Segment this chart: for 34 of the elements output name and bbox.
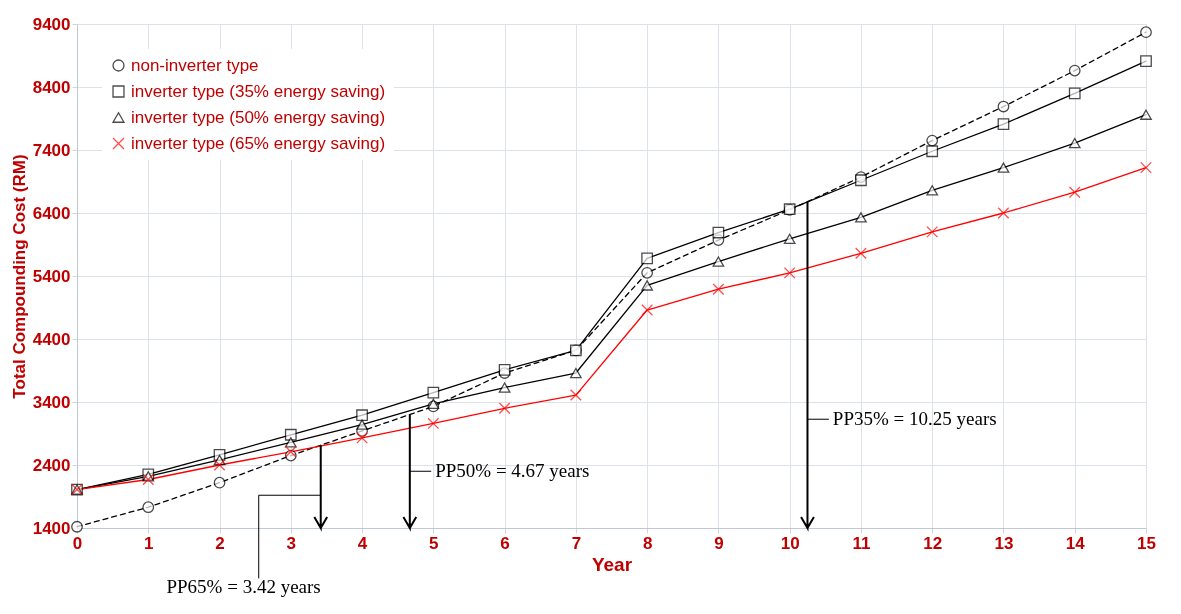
x-tick-label: 15: [1137, 533, 1156, 553]
x-tick-label: 7: [571, 533, 582, 553]
x-tick-label: 13: [994, 533, 1014, 553]
x-tick-label: 3: [286, 533, 297, 553]
legend-label: inverter type (35% energy saving): [131, 81, 386, 101]
y-tick-label: 6400: [32, 203, 71, 223]
x-tick-label: 12: [923, 533, 943, 553]
y-tick-label: 9400: [32, 14, 71, 34]
x-tick-label: 6: [500, 533, 510, 553]
ref-line-label: PP35% = 10.25 years: [832, 408, 997, 430]
y-tick-label: 2400: [32, 455, 71, 475]
x-axis-title: Year: [591, 553, 633, 575]
x-tick-label: 2: [215, 533, 225, 553]
legend-label: non-inverter type: [131, 55, 259, 75]
ref-line-label: PP50% = 4.67 years: [435, 460, 590, 482]
legend-label: inverter type (65% energy saving): [131, 133, 386, 153]
y-tick-label: 7400: [32, 140, 71, 160]
x-tick-label: 10: [780, 533, 800, 553]
x-tick-label: 1: [144, 533, 154, 553]
y-axis-title: Total Compounding Cost (RM): [9, 154, 29, 399]
x-tick-label: 0: [72, 533, 83, 553]
x-tick-label: 14: [1065, 533, 1086, 553]
x-tick-label: 8: [642, 533, 653, 553]
legend-label: inverter type (50% energy saving): [131, 107, 386, 127]
x-tick-label: 11: [852, 533, 871, 553]
x-tick-label: 9: [714, 533, 724, 553]
x-tick-label: 5: [429, 533, 439, 553]
y-tick-label: 5400: [32, 266, 71, 286]
y-tick-label: 1400: [32, 518, 71, 538]
y-tick-label: 8400: [32, 77, 71, 97]
y-tick-label: 4400: [32, 329, 71, 349]
ref-line-label: PP65% = 3.42 years: [166, 576, 321, 598]
x-tick-label: 4: [357, 533, 368, 553]
y-tick-label: 3400: [32, 392, 71, 412]
